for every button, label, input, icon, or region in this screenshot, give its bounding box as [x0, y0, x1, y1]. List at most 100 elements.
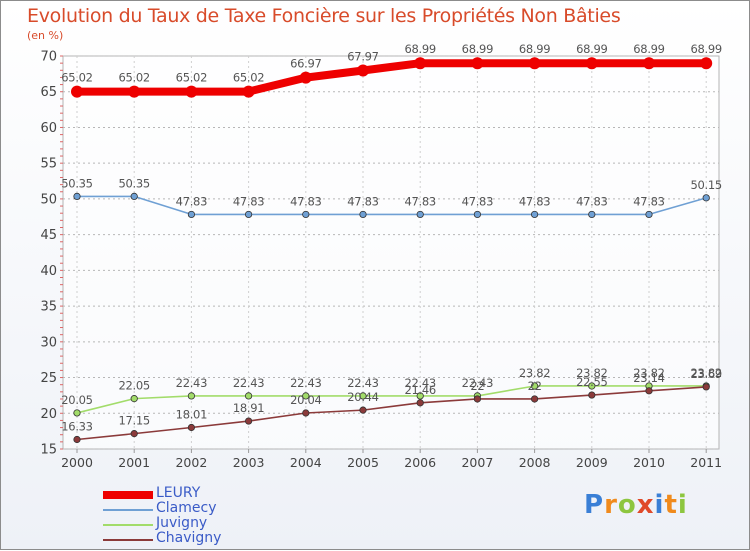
y-tick-label-35: 35	[40, 300, 57, 315]
point-chavigny-2006	[416, 399, 424, 407]
point-chavigny-2004	[302, 409, 310, 417]
data-label-chavigny-2000: 16.33	[61, 419, 92, 433]
data-label-chavigny-2010: 23.14	[633, 371, 664, 385]
data-label-clamecy-2009: 47.83	[576, 194, 607, 208]
point-chavigny-2010	[645, 387, 653, 395]
point-juvigny-2002	[187, 392, 195, 400]
data-label-juvigny-2007: 22.43	[462, 376, 493, 390]
point-clamecy-2005	[359, 210, 367, 219]
point-clamecy-2003	[245, 210, 253, 219]
data-label-leury-2000: 65.02	[61, 71, 92, 85]
data-label-clamecy-2008: 47.83	[519, 194, 550, 208]
x-tick-label-2011: 2011	[690, 455, 722, 470]
data-label-leury-2002: 65.02	[176, 71, 207, 85]
point-leury-2010	[643, 57, 655, 70]
point-juvigny-2005	[359, 392, 367, 400]
data-label-chavigny-2004: 20.04	[290, 393, 321, 407]
data-label-clamecy-2006: 47.83	[404, 194, 435, 208]
series-line-clamecy	[77, 195, 707, 216]
legend-swatch-juvigny	[103, 524, 153, 526]
point-juvigny-2006	[416, 392, 424, 400]
data-label-leury-2008: 68.99	[519, 42, 550, 56]
data-label-juvigny-2010: 23.82	[633, 366, 664, 380]
data-label-juvigny-2001: 22.05	[118, 379, 149, 393]
point-leury-2008	[528, 57, 541, 70]
point-chavigny-2000	[73, 435, 81, 444]
data-label-chavigny-2011: 23.69	[690, 367, 721, 381]
legend-label-leury: LEURY	[156, 485, 201, 501]
x-tick-label-2003: 2003	[233, 455, 265, 470]
y-tick-label-50: 50	[40, 192, 57, 207]
point-leury-2000	[71, 85, 83, 98]
data-label-chavigny-2009: 22.55	[576, 375, 607, 389]
y-tick-label-30: 30	[40, 335, 57, 350]
y-tick-label-55: 55	[40, 157, 57, 172]
data-label-chavigny-2007: 22	[470, 379, 484, 393]
legend-swatch-leury	[103, 491, 153, 499]
point-leury-2001	[128, 85, 141, 98]
data-label-leury-2004: 66.97	[290, 57, 321, 71]
y-tick-label-20: 20	[40, 407, 57, 422]
data-label-juvigny-2002: 22.43	[176, 376, 207, 390]
point-clamecy-2008	[530, 210, 539, 219]
point-clamecy-2009	[588, 210, 596, 219]
point-clamecy-2007	[473, 210, 481, 219]
y-tick-label-15: 15	[40, 443, 57, 458]
logo-letter: r	[604, 490, 618, 520]
data-label-leury-2011: 68.99	[690, 42, 721, 56]
data-label-juvigny-2005: 22.43	[347, 376, 378, 390]
point-juvigny-2003	[245, 392, 253, 400]
point-clamecy-2001	[130, 192, 138, 201]
plot-area	[62, 55, 720, 450]
data-label-leury-2010: 68.99	[633, 42, 664, 56]
data-label-chavigny-2001: 17.15	[118, 414, 149, 428]
data-label-juvigny-2011: 23.82	[690, 366, 721, 380]
data-label-leury-2007: 68.99	[462, 42, 493, 56]
point-juvigny-2001	[130, 395, 138, 403]
x-tick-label-2007: 2007	[461, 455, 493, 470]
legend-label-juvigny: Juvigny	[156, 515, 208, 531]
data-label-clamecy-2000: 50.35	[61, 176, 92, 190]
point-clamecy-2004	[302, 210, 310, 219]
data-label-juvigny-2008: 23.82	[519, 366, 550, 380]
series-line-juvigny	[76, 385, 707, 414]
data-label-clamecy-2002: 47.83	[176, 194, 207, 208]
x-tick-label-2002: 2002	[175, 455, 207, 470]
data-label-leury-2009: 68.99	[576, 42, 607, 56]
logo-letter: x	[636, 490, 655, 520]
y-tick-label-60: 60	[40, 121, 57, 136]
point-chavigny-2001	[130, 430, 138, 438]
point-chavigny-2009	[588, 391, 596, 399]
data-label-juvigny-2006: 22.43	[404, 376, 435, 390]
series-line-leury	[77, 59, 707, 96]
point-leury-2004	[299, 71, 312, 84]
logo-letter: i	[654, 490, 665, 520]
point-juvigny-2004	[302, 392, 310, 400]
legend-swatch-clamecy	[103, 509, 153, 511]
legend-label-clamecy: Clamecy	[156, 500, 217, 516]
y-tick-label-70: 70	[40, 50, 57, 65]
x-tick-label-2005: 2005	[347, 455, 379, 470]
point-leury-2006	[414, 57, 427, 70]
logo-letter: t	[664, 490, 678, 520]
y-tick-label-25: 25	[40, 371, 57, 386]
point-chavigny-2007	[473, 395, 481, 403]
point-chavigny-2008	[530, 395, 539, 403]
x-tick-label-2001: 2001	[118, 455, 150, 470]
x-tick-label-2009: 2009	[576, 455, 608, 470]
point-clamecy-2000	[73, 192, 81, 201]
point-chavigny-2003	[245, 417, 253, 425]
data-label-chavigny-2005: 20.44	[347, 390, 378, 404]
data-label-chavigny-2003: 18.91	[233, 401, 264, 415]
legend-swatch-chavigny	[103, 539, 153, 541]
point-clamecy-2002	[187, 210, 195, 219]
data-label-leury-2006: 68.99	[404, 42, 435, 56]
y-tick-label-40: 40	[40, 264, 57, 279]
logo-letter: i	[677, 490, 688, 520]
data-label-chavigny-2006: 21.46	[404, 383, 435, 397]
point-leury-2003	[242, 85, 255, 98]
data-label-leury-2001: 65.02	[118, 71, 149, 85]
point-leury-2009	[585, 57, 598, 70]
